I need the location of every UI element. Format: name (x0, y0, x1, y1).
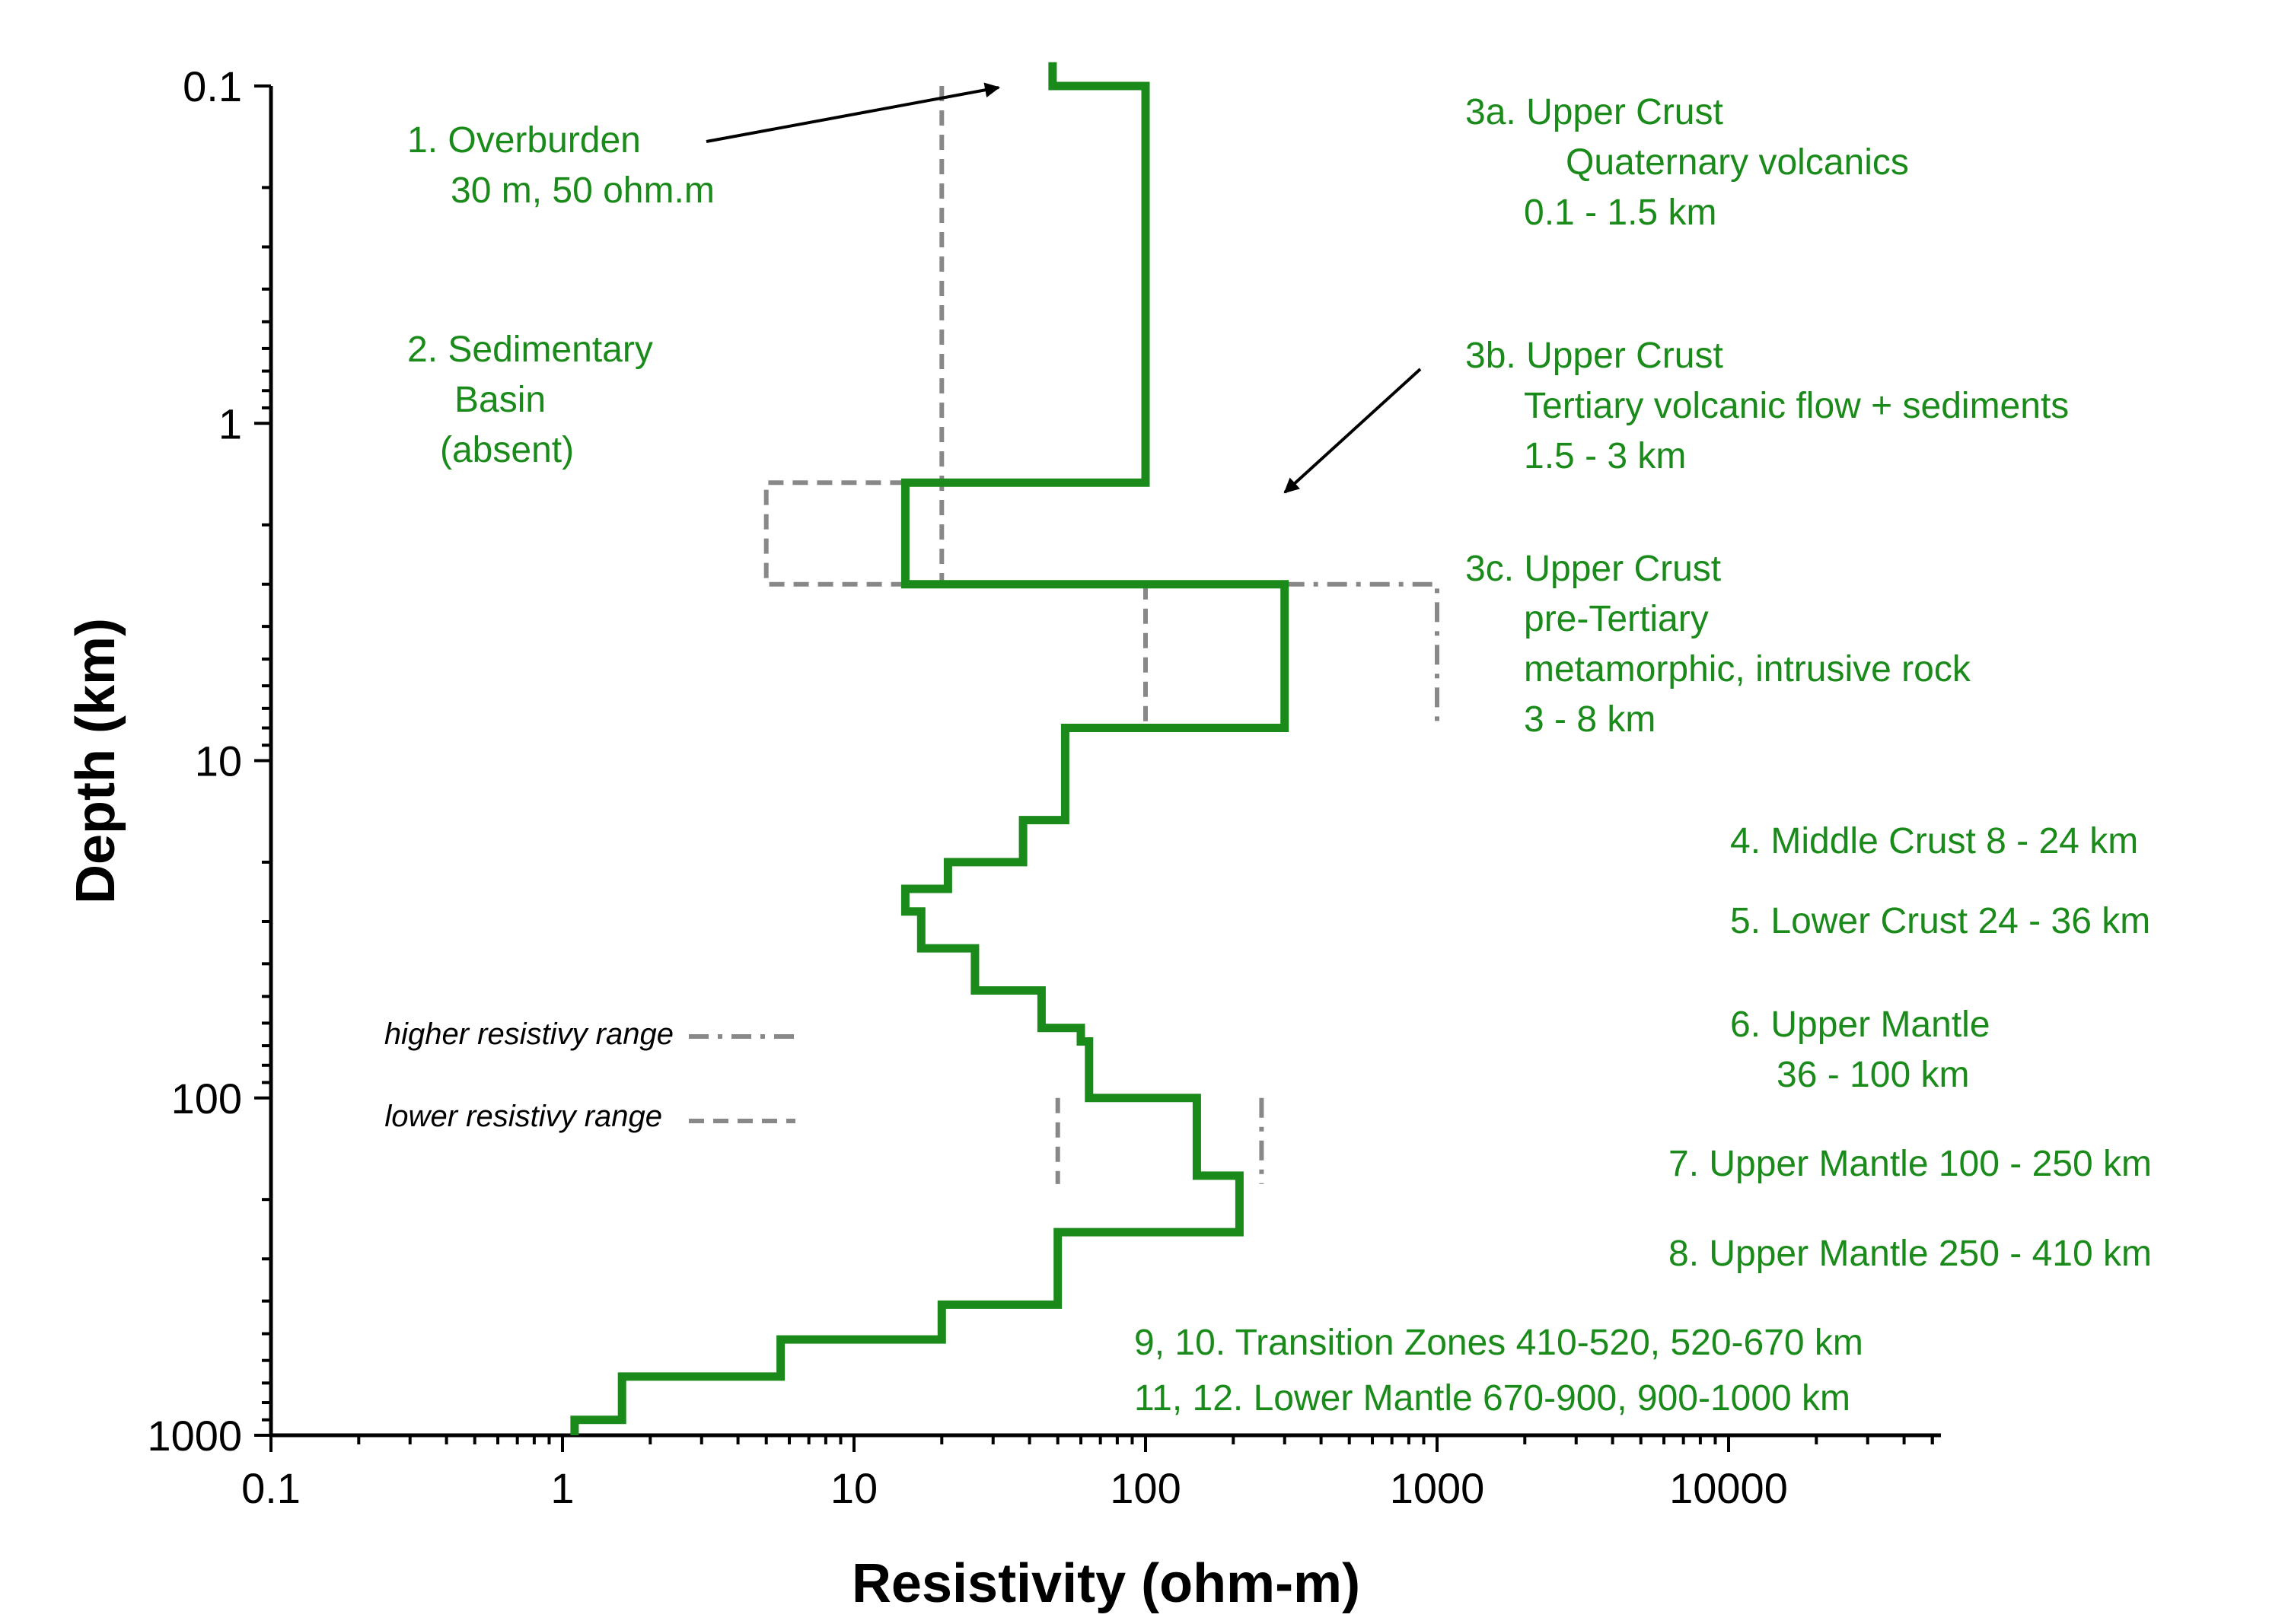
y-ticks: 0.1 1 10 100 1000 (147, 62, 271, 1460)
resistivity-ranges (763, 86, 1439, 1184)
annotation-line: 30 m, 50 ohm.m (451, 170, 715, 211)
annotations: 1. Overburden 30 m, 50 ohm.m 2. Sediment… (407, 92, 2152, 1419)
annotation-line: Basin (454, 380, 546, 420)
higher-range-line (1284, 581, 1439, 728)
annotation-lower-mantle: 11, 12. Lower Mantle 670-900, 900-1000 k… (1134, 1378, 1850, 1419)
resistivity-profile (570, 62, 1289, 1435)
lower-range-line (763, 480, 906, 587)
annotation-upper-crust-3b: 3b. Upper Crust Tertiary volcanic flow +… (1465, 336, 2079, 476)
annotation-line: metamorphic, intrusive rock (1524, 649, 1971, 689)
annotation-upper-crust-3a: 3a. Upper Crust Quaternary volcanics 0.1… (1465, 92, 1919, 233)
x-axis-title: Resistivity (ohm-m) (852, 1553, 1360, 1614)
annotation-line: pre-Tertiary (1524, 599, 1709, 639)
annotation-line: 2. Sedimentary (407, 330, 653, 370)
annotation-line: 1.5 - 3 km (1524, 436, 1686, 476)
annotation-line: 3a. Upper Crust (1465, 92, 1723, 132)
legend-label-higher: higher resistivy range (384, 1017, 674, 1051)
annotation-sedimentary-basin: 2. Sedimentary Basin (absent) (407, 330, 663, 470)
annotation-line: 3b. Upper Crust (1465, 336, 1723, 376)
annotation-upper-crust-3c: 3c. Upper Crust pre-Tertiary metamorphic… (1465, 549, 1981, 740)
overburden-arrow (706, 82, 1000, 143)
annotation-upper-mantle-7: 7. Upper Mantle 100 - 250 km (1668, 1144, 2152, 1184)
x-ticks: 0.1 1 10 100 1000 10000 (241, 1435, 1934, 1512)
annotation-middle-crust: 4. Middle Crust 8 - 24 km (1730, 821, 2138, 861)
y-tick-label: 10 (195, 737, 242, 785)
annotation-upper-mantle-8: 8. Upper Mantle 250 - 410 km (1668, 1234, 2152, 1274)
annotation-line: Quaternary volcanics (1566, 142, 1909, 183)
annotation-line: 3c. Upper Crust (1465, 549, 1721, 589)
y-tick-label: 1000 (147, 1412, 242, 1460)
annotation-upper-mantle-6: 6. Upper Mantle 36 - 100 km (1730, 1005, 2000, 1095)
y-tick-label: 0.1 (183, 62, 242, 110)
y-tick-label: 100 (171, 1075, 242, 1122)
x-tick-label: 1 (550, 1464, 574, 1512)
annotation-line: 0.1 - 1.5 km (1524, 193, 1716, 233)
annotation-transition-zones: 9, 10. Transition Zones 410-520, 520-670… (1134, 1323, 1863, 1363)
annotation-line: 6. Upper Mantle (1730, 1005, 1990, 1045)
annotation-line: (absent) (440, 430, 574, 470)
x-tick-label: 0.1 (241, 1464, 301, 1512)
profile-line (570, 62, 1289, 1435)
annotation-lower-crust: 5. Lower Crust 24 - 36 km (1730, 901, 2150, 941)
x-tick-label: 1000 (1390, 1464, 1485, 1512)
y-tick-label: 1 (218, 400, 242, 447)
y-axis-title: Depth (km) (65, 618, 126, 904)
axes: 0.1 1 10 100 1000 10000 0.1 1 10 100 1000 (147, 62, 1941, 1512)
annotation-line: 36 - 100 km (1777, 1055, 1969, 1095)
legend: higher resistivy range lower resistivy r… (384, 1017, 803, 1133)
upper-crust-3b-arrow (1283, 368, 1422, 494)
annotation-overburden: 1. Overburden 30 m, 50 ohm.m (407, 120, 715, 211)
x-tick-label: 10000 (1669, 1464, 1788, 1512)
x-tick-label: 10 (830, 1464, 878, 1512)
legend-label-lower: lower resistivy range (384, 1100, 662, 1133)
annotation-line: Tertiary volcanic flow + sediments (1524, 386, 2069, 426)
annotation-line: 1. Overburden (407, 120, 641, 161)
annotation-line: 3 - 8 km (1524, 699, 1656, 740)
x-tick-label: 100 (1110, 1464, 1181, 1512)
